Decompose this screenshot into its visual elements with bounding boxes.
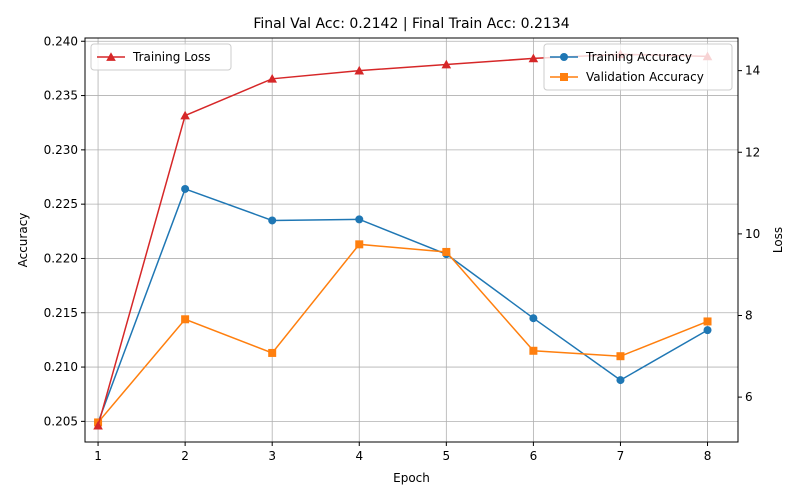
training-accuracy-point (616, 376, 625, 385)
validation-accuracy-series (94, 240, 712, 427)
y-tick-label-left: 0.235 (44, 89, 78, 103)
training-accuracy-point (529, 314, 538, 323)
y-tick-label-left: 0.230 (44, 143, 78, 157)
training-accuracy-series (94, 184, 712, 427)
legend-marker (106, 52, 116, 61)
training-loss-point (528, 53, 539, 63)
y-axis-label-left: Accuracy (16, 213, 30, 268)
legend-label: Training Loss (132, 50, 210, 64)
legend-right: Training Accuracy Validation Accuracy (543, 43, 733, 91)
x-tick-label: 5 (443, 449, 451, 463)
y-tick-label-left: 0.215 (44, 306, 78, 320)
x-tick-label: 4 (355, 449, 363, 463)
x-tick-label: 6 (530, 449, 538, 463)
training-accuracy-point (355, 215, 364, 224)
y-tick-label-left: 0.240 (44, 34, 78, 48)
training-loss-line (97, 53, 708, 426)
validation-accuracy-point (355, 240, 364, 249)
y-axis-label-right: Loss (771, 227, 785, 253)
training-accuracy-point (181, 184, 190, 193)
legend-label: Training Accuracy (585, 50, 692, 64)
y-tick-label-right: 10 (745, 227, 760, 241)
training-loss-point (267, 74, 277, 83)
legend-left: Training Loss (90, 43, 232, 71)
x-tick-label: 7 (617, 449, 625, 463)
y-tick-label-right: 14 (745, 64, 760, 78)
training-loss-series (93, 49, 713, 430)
validation-accuracy-point (703, 317, 712, 326)
legend-box (90, 43, 232, 71)
validation-accuracy-point (529, 346, 538, 355)
plot-frame (84, 37, 739, 443)
x-tick-label: 8 (704, 449, 712, 463)
y-tick-label-right: 12 (745, 145, 760, 159)
y-tick-label-left: 0.220 (44, 251, 78, 265)
y-tick-label-left: 0.225 (44, 197, 78, 211)
y-tick-label-right: 6 (745, 390, 753, 404)
axes-layer: 1 2 3 4 5 6 7 80.2050.2100.2150.2200.2250.2300.… (44, 34, 761, 463)
training-accuracy-point (703, 326, 712, 335)
x-axis-label: Epoch (393, 471, 430, 485)
legend-box (543, 43, 733, 91)
training-accuracy-point (268, 216, 277, 225)
chart-title: Final Val Acc: 0.2142 | Final Train Acc:… (253, 16, 569, 32)
validation-accuracy-point (442, 247, 451, 256)
y-tick-label-right: 8 (745, 308, 753, 322)
series-layer (93, 49, 713, 430)
legend-label: Validation Accuracy (586, 70, 704, 84)
validation-accuracy-line (97, 243, 708, 423)
y-tick-label-left: 0.210 (44, 360, 78, 374)
training-loss-point (354, 65, 365, 75)
x-tick-label: 2 (181, 449, 189, 463)
x-tick-label: 1 (94, 449, 102, 463)
validation-accuracy-point (268, 348, 277, 357)
training-loss-point (180, 110, 190, 120)
legend-marker (560, 53, 568, 61)
validation-accuracy-point (181, 315, 190, 324)
training-loss-point (441, 59, 452, 69)
y-tick-label-left: 0.205 (44, 414, 78, 428)
legend-marker (560, 73, 568, 81)
x-tick-label: 3 (268, 449, 276, 463)
training-accuracy-line (97, 187, 708, 423)
validation-accuracy-point (616, 352, 625, 361)
grid-layer (85, 38, 738, 442)
training-loss-point (93, 420, 103, 430)
